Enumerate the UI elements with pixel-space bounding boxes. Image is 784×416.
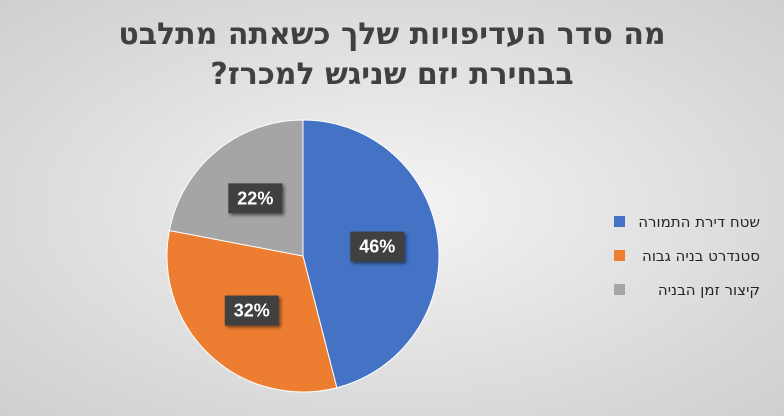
value-label: 32% bbox=[234, 301, 270, 321]
legend-swatch bbox=[614, 216, 625, 227]
chart-title: בבחירת יזם שניגש למכרז? bbox=[210, 57, 573, 92]
value-label-box bbox=[224, 295, 279, 326]
value-label-box bbox=[350, 231, 405, 262]
legend-swatch bbox=[614, 250, 625, 261]
legend-label: קיצור זמן הבניה bbox=[658, 281, 760, 299]
value-label: 22% bbox=[237, 188, 273, 208]
value-label: 46% bbox=[359, 237, 395, 257]
value-label-box bbox=[228, 183, 283, 214]
legend-label: סטנדרט בניה גבוה bbox=[642, 247, 760, 265]
chart-title: מה סדר העדיפויות שלך כשאתה מתלבט bbox=[118, 17, 665, 52]
legend-label: שטח דירת התמורה bbox=[638, 213, 760, 231]
legend-swatch bbox=[614, 284, 625, 295]
